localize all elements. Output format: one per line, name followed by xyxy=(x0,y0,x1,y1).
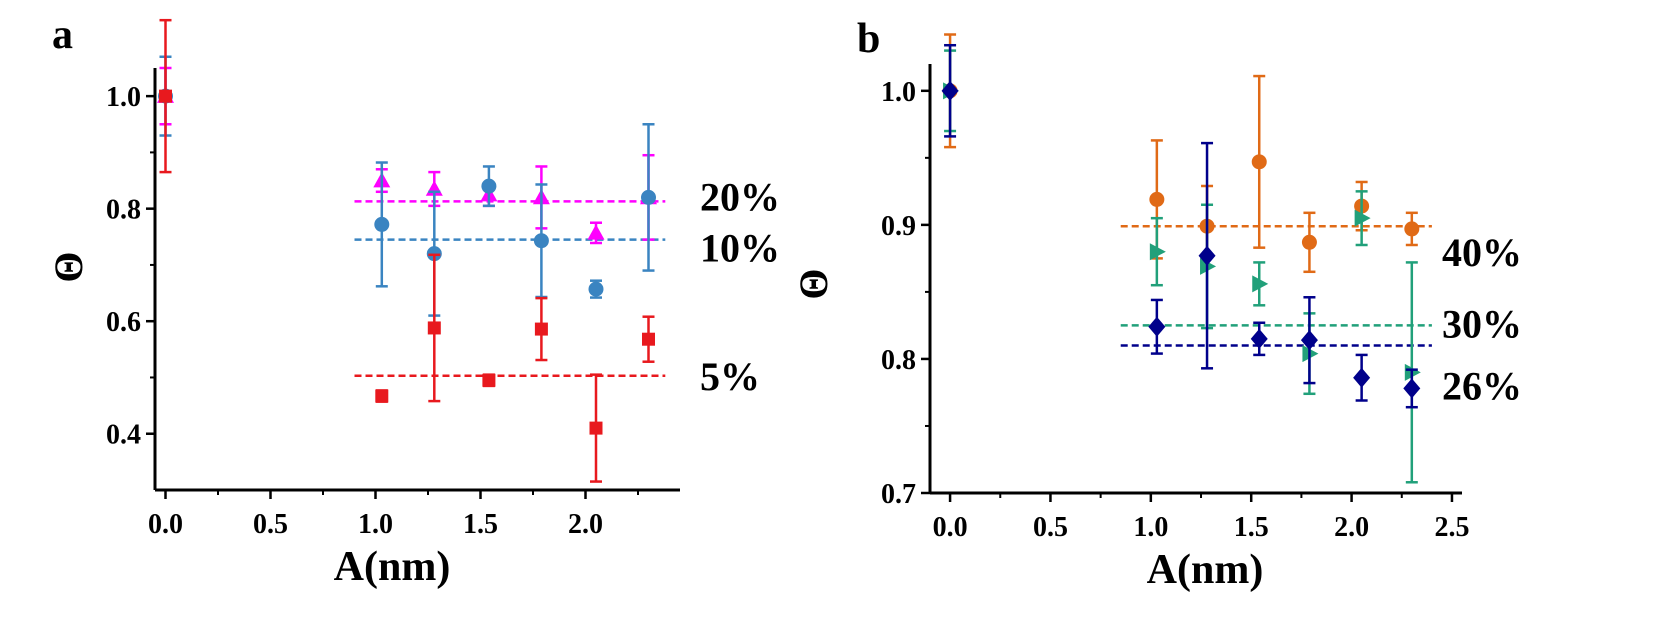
x-tick-label: 0.0 xyxy=(148,509,183,540)
data-point xyxy=(482,373,496,387)
panel-label-a: a xyxy=(52,12,73,58)
x-tick-label: 1.5 xyxy=(463,509,498,540)
data-point xyxy=(1252,275,1269,293)
x-tick-label: 1.5 xyxy=(1234,512,1269,543)
series-10pct xyxy=(158,55,656,317)
y-axis-title: Θ xyxy=(46,251,91,282)
x-axis-title: A(nm) xyxy=(1147,547,1264,593)
y-tick-label: 0.8 xyxy=(881,345,916,376)
percent-annotation: 26% xyxy=(1442,364,1522,409)
data-point xyxy=(641,189,656,205)
data-point xyxy=(1250,328,1268,349)
series-20pct xyxy=(157,66,657,245)
series-30pct xyxy=(943,49,1421,484)
y-tick-label: 0.6 xyxy=(106,307,141,338)
data-point xyxy=(589,421,603,435)
x-tick-label: 0.5 xyxy=(253,509,288,540)
data-point xyxy=(534,322,548,336)
x-tick-label: 2.0 xyxy=(568,509,603,540)
data-point xyxy=(588,281,604,297)
data-point xyxy=(375,389,389,403)
y-tick-label: 0.7 xyxy=(881,479,916,510)
y-tick-label: 1.0 xyxy=(106,82,141,113)
percent-annotation: 20% xyxy=(700,174,780,219)
percent-annotation: 40% xyxy=(1442,230,1522,275)
percent-annotation: 30% xyxy=(1442,301,1522,346)
data-point xyxy=(1149,243,1166,261)
data-point xyxy=(1404,221,1420,237)
x-tick-label: 1.0 xyxy=(358,509,393,540)
panel-a: 0.0 0.5 1.0 1.5 2.0 0.4 0.6 0.8 1.0 A(nm) Θ 20% 10% 5… xyxy=(46,18,780,590)
x-axis-title: A(nm) xyxy=(334,544,451,590)
y-tick-label: 1.0 xyxy=(881,77,916,108)
percent-annotation: 5% xyxy=(700,354,760,399)
y-tick-label: 0.8 xyxy=(106,195,141,226)
series-40pct xyxy=(942,33,1420,274)
data-point xyxy=(533,233,549,249)
data-point xyxy=(1149,191,1165,207)
data-point xyxy=(1354,209,1371,227)
y-tick-label: 0.9 xyxy=(881,211,916,242)
data-point xyxy=(159,89,172,103)
data-point xyxy=(1301,234,1317,250)
data-point xyxy=(587,224,605,240)
data-point xyxy=(427,321,441,335)
data-point xyxy=(1403,378,1421,399)
data-point xyxy=(941,80,959,101)
data-point xyxy=(1148,316,1166,337)
panel-label-b: b xyxy=(857,16,880,62)
x-tick-label: 0.5 xyxy=(1033,512,1068,543)
data-point xyxy=(1300,330,1318,351)
series-5pct xyxy=(159,18,655,483)
x-tick-label: 1.0 xyxy=(1133,512,1168,543)
data-point xyxy=(481,178,497,194)
series-26pct xyxy=(941,43,1421,409)
data-point xyxy=(374,216,390,232)
data-point xyxy=(1198,245,1216,266)
data-point xyxy=(1353,367,1371,388)
x-tick-label: 2.5 xyxy=(1434,512,1469,543)
x-tick-label: 2.0 xyxy=(1334,512,1369,543)
panel-b: 0.0 0.5 1.0 1.5 2.0 2.5 0.7 0.8 0.9 1.0 A(nm) Θ 40% 3… xyxy=(791,33,1522,593)
data-point xyxy=(1251,154,1267,170)
data-point xyxy=(642,332,655,346)
percent-annotation: 10% xyxy=(700,226,780,271)
x-tick-label: 0.0 xyxy=(933,512,968,543)
y-axis-title: Θ xyxy=(791,268,836,299)
y-tick-label: 0.4 xyxy=(106,420,141,451)
